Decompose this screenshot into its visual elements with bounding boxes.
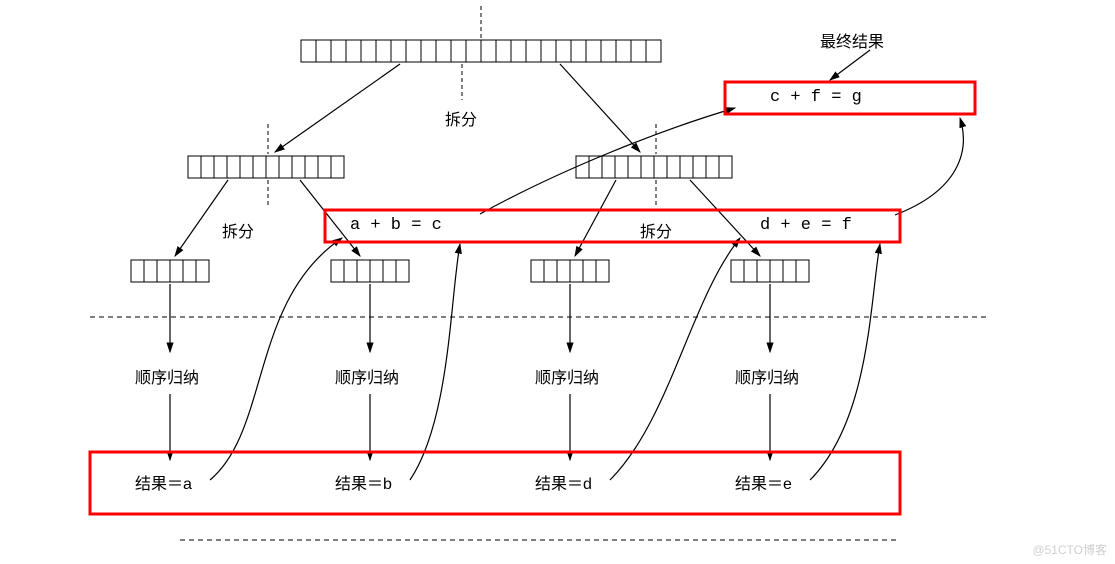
result-d: 结果＝d [535, 470, 592, 494]
eq-top: c + f = g [770, 88, 862, 107]
curve-a-to-c [210, 238, 342, 480]
array-l2-right [576, 156, 732, 178]
edge-root-l2r [560, 64, 640, 152]
watermark: @51CTO博客 [1032, 541, 1107, 558]
curve-e-to-f [810, 244, 880, 480]
edge-final-label [830, 50, 870, 80]
label-seq-1: 顺序归纳 [135, 364, 199, 388]
array-l3-1 [131, 260, 209, 282]
label-split-root: 拆分 [445, 106, 477, 130]
array-l3-4 [731, 260, 809, 282]
array-root [301, 40, 661, 62]
curve-f-to-g [895, 118, 963, 215]
result-a: 结果＝a [135, 470, 192, 494]
curve-d-to-f [610, 238, 740, 480]
edge-root-l2l [275, 64, 400, 152]
result-e: 结果＝e [735, 470, 792, 494]
edge-l2r-l33 [575, 180, 616, 256]
edge-l2r-l34 [690, 180, 760, 256]
label-seq-3: 顺序归纳 [535, 364, 599, 388]
array-l3-3 [531, 260, 609, 282]
edge-l2l-l31 [175, 180, 228, 256]
eq-mid-right: d + e = f [760, 216, 852, 235]
label-split-l2r: 拆分 [640, 218, 672, 242]
label-split-l2l: 拆分 [222, 218, 254, 242]
curve-b-to-c [410, 244, 460, 480]
label-seq-2: 顺序归纳 [335, 364, 399, 388]
label-final-result: 最终结果 [820, 28, 884, 52]
array-l2-left [188, 156, 344, 178]
array-l3-2 [331, 260, 409, 282]
eq-mid-left: a + b = c [350, 216, 442, 235]
label-seq-4: 顺序归纳 [735, 364, 799, 388]
result-b: 结果＝b [335, 470, 392, 494]
